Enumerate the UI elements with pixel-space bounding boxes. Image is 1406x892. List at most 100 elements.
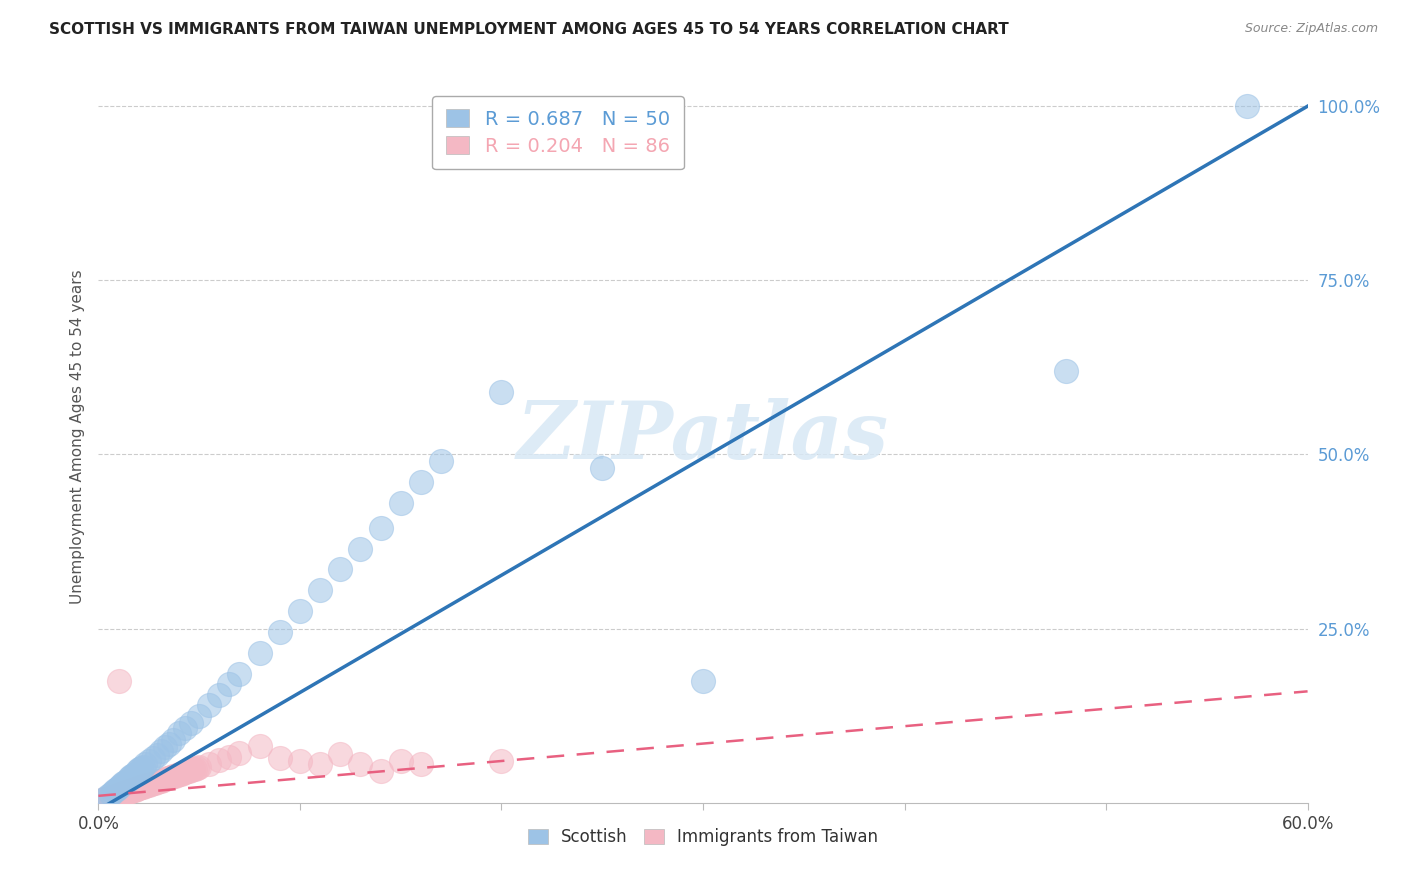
Point — [128, 780, 150, 795]
Point — [96, 792, 118, 806]
Point — [180, 763, 202, 777]
Point — [162, 769, 184, 783]
Point — [218, 677, 240, 691]
Point — [124, 782, 146, 797]
Point — [157, 771, 180, 785]
Point — [146, 775, 169, 789]
Point — [107, 788, 129, 802]
Point — [114, 775, 136, 789]
Point — [111, 787, 134, 801]
Point — [138, 778, 160, 792]
Point — [198, 756, 221, 771]
Point — [103, 789, 125, 804]
Point — [121, 782, 143, 797]
Point — [1054, 364, 1077, 378]
Point — [228, 667, 250, 681]
Point — [118, 784, 141, 798]
Point — [491, 754, 513, 768]
Point — [148, 774, 170, 789]
Point — [114, 785, 136, 799]
Point — [228, 747, 250, 761]
Point — [134, 779, 156, 793]
Point — [132, 779, 155, 793]
Point — [93, 792, 115, 806]
Point — [309, 757, 332, 772]
Point — [146, 748, 169, 763]
Point — [269, 625, 291, 640]
Point — [163, 769, 186, 783]
Point — [111, 786, 134, 800]
Point — [149, 773, 172, 788]
Point — [120, 769, 142, 783]
Y-axis label: Unemployment Among Ages 45 to 54 years: Unemployment Among Ages 45 to 54 years — [69, 269, 84, 605]
Text: ZIPatlas: ZIPatlas — [517, 399, 889, 475]
Point — [491, 384, 513, 399]
Point — [156, 772, 179, 786]
Point — [170, 766, 193, 780]
Point — [1236, 99, 1258, 113]
Point — [138, 754, 160, 768]
Point — [249, 646, 271, 660]
Point — [179, 764, 201, 778]
Point — [114, 786, 136, 800]
Point — [329, 562, 352, 576]
Point — [121, 768, 143, 782]
Point — [188, 760, 211, 774]
Point — [186, 761, 208, 775]
Point — [180, 715, 202, 730]
Point — [134, 778, 156, 792]
Point — [128, 763, 150, 777]
Point — [249, 739, 271, 754]
Point — [118, 772, 141, 786]
Point — [176, 764, 198, 779]
Point — [105, 788, 128, 802]
Point — [218, 749, 240, 764]
Point — [142, 776, 165, 790]
Point — [349, 757, 371, 772]
Point — [370, 764, 392, 779]
Point — [160, 770, 183, 784]
Point — [389, 754, 412, 768]
Point — [110, 778, 132, 792]
Point — [118, 785, 141, 799]
Point — [139, 777, 162, 791]
Point — [389, 496, 412, 510]
Point — [288, 754, 311, 768]
Point — [409, 757, 432, 772]
Point — [105, 781, 128, 796]
Point — [124, 766, 146, 780]
Point — [142, 750, 165, 764]
Point — [167, 767, 190, 781]
Point — [101, 789, 124, 804]
Point — [101, 790, 124, 805]
Point — [409, 475, 432, 490]
Point — [105, 789, 128, 803]
Point — [115, 773, 138, 788]
Point — [96, 791, 118, 805]
Point — [100, 788, 122, 802]
Text: Source: ZipAtlas.com: Source: ZipAtlas.com — [1244, 22, 1378, 36]
Point — [101, 785, 124, 799]
Point — [135, 778, 157, 792]
Point — [288, 604, 311, 618]
Point — [198, 698, 221, 713]
Point — [121, 783, 143, 797]
Point — [115, 785, 138, 799]
Point — [153, 740, 176, 755]
Point — [115, 785, 138, 799]
Point — [124, 781, 146, 796]
Point — [143, 775, 166, 789]
Point — [129, 780, 152, 795]
Point — [149, 743, 172, 757]
Point — [111, 776, 134, 790]
Point — [125, 764, 148, 779]
Point — [329, 747, 352, 761]
Point — [120, 784, 142, 798]
Point — [107, 788, 129, 802]
Point — [208, 688, 231, 702]
Point — [430, 454, 453, 468]
Point — [125, 781, 148, 796]
Point — [97, 791, 120, 805]
Point — [181, 763, 204, 777]
Point — [89, 794, 111, 808]
